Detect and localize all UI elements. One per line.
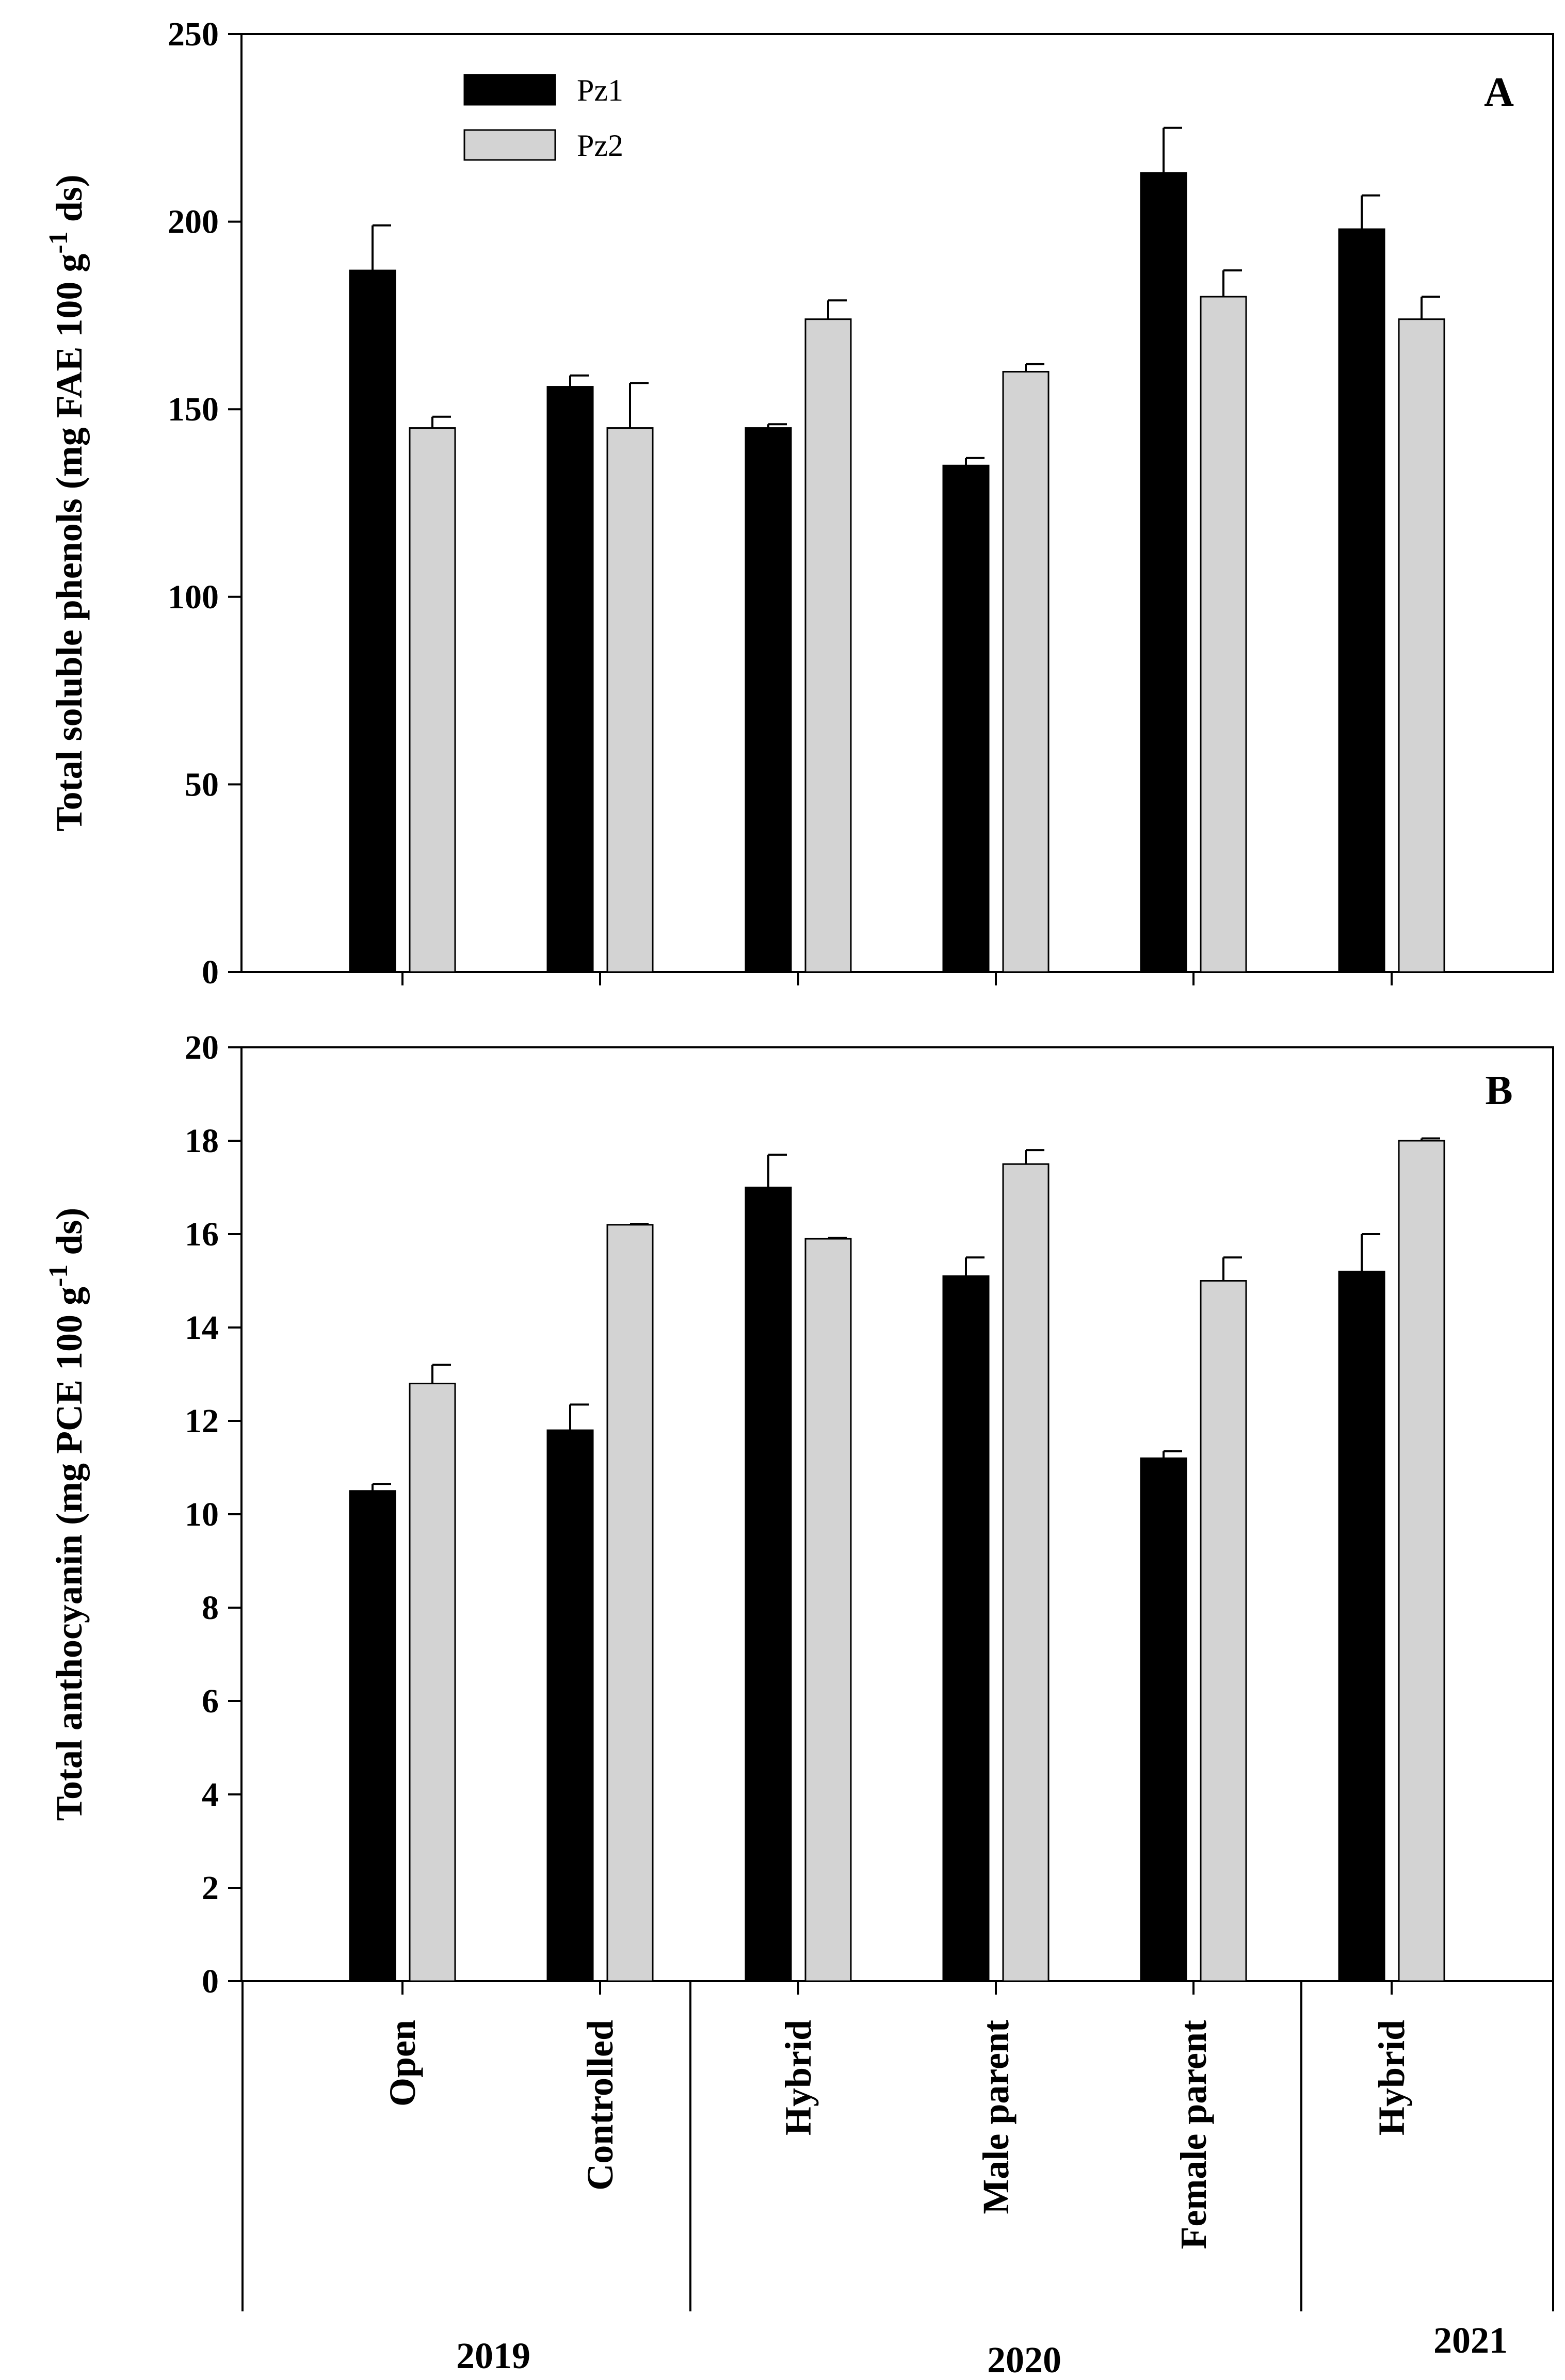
bar-pz1-2 [546,1429,594,1982]
bar-pz1-6 [1338,228,1385,973]
bar-pz1-3 [745,427,792,973]
year-label-2021: 2021 [1433,2320,1508,2361]
category-label: Hybrid [1371,2020,1412,2135]
bar-pz2-1 [409,427,456,973]
bar-pz2-2 [606,427,654,973]
panel-b: 0 2 4 6 8 10 12 14 16 18 20 Total anthocyanin (mg P… [44,1029,1554,2000]
y-tick-label: 12 [185,1402,219,1440]
y-tick-label: 18 [185,1122,219,1160]
category-label: Female parent [1173,2020,1214,2249]
bar-pz2-4 [1002,370,1050,973]
bar-pz2-2 [606,1224,654,1982]
year-label-2019: 2019 [456,2335,530,2376]
bar-pz1-5 [1140,1457,1187,1982]
legend-label-pz1: Pz1 [577,73,623,107]
y-tick-label: 14 [185,1309,219,1347]
y-tick-label: 50 [185,766,219,803]
y-axis-title-main: Total anthocyanin (mg PCE 100 g [49,1287,90,1821]
y-tick-label: 0 [202,953,219,991]
category-table: Open Controlled Hybrid Male parent Female pa… [241,1981,1554,2380]
y-axis-title-unit: ds) [49,174,90,231]
y-axis-title-main: Total soluble phenols (mg FAE 100 g [49,254,90,832]
category-label: Controlled [579,2020,621,2191]
bar-pz2-6 [1398,318,1445,973]
y-axis-title: Total soluble phenols (mg FAE 100 g-1 ds… [44,174,90,832]
category-label: Hybrid [778,2020,819,2135]
bar-pz1-2 [546,386,594,973]
y-tick-label: 200 [168,203,219,241]
y-axis-title: Total anthocyanin (mg PCE 100 g-1 ds) [44,1208,90,1821]
year-label-2020: 2020 [987,2339,1061,2380]
bar-pz2-5 [1200,1280,1247,1982]
bar-pz1-1 [349,1490,396,1982]
y-tick-label: 4 [202,1776,219,1814]
legend: Pz1 Pz2 [463,73,623,163]
y-tick-label: 100 [168,578,219,616]
y-tick-label: 6 [202,1682,219,1720]
legend-swatch-pz2 [463,129,556,161]
panel-letter: B [1485,1068,1512,1113]
y-tick-label: 2 [202,1869,219,1907]
legend-label-pz2: Pz2 [577,128,623,163]
y-axis-title-unit: ds) [49,1208,90,1265]
y-tick-label: 250 [168,15,219,53]
bar-pz1-5 [1140,172,1187,973]
bar-pz1-4 [942,464,990,973]
bar-pz2-3 [804,318,852,973]
panel-a: 0 50 100 150 200 250 Total soluble phenols (mg… [44,15,1554,991]
y-tick-label: 20 [185,1029,219,1066]
y-tick-label: 150 [168,391,219,428]
bar-pz2-6 [1398,1140,1445,1982]
panel-letter: A [1484,70,1514,115]
y-axis-title-superscript: -1 [44,1265,73,1287]
bar-pz2-4 [1002,1163,1050,1982]
legend-swatch-pz1 [463,74,556,106]
y-tick-label: 16 [185,1216,219,1253]
category-label: Open [382,2020,423,2107]
bar-pz2-1 [409,1383,456,1982]
plot-frame [240,33,1554,973]
category-label: Male parent [975,2020,1017,2214]
y-tick-label: 8 [202,1589,219,1627]
bar-pz1-1 [349,269,396,973]
bar-pz1-3 [745,1187,792,1982]
y-axis-title-superscript: -1 [44,231,73,253]
y-tick-label: 10 [185,1496,219,1533]
bar-pz1-6 [1338,1270,1385,1982]
bar-pz2-5 [1200,296,1247,973]
bar-pz2-3 [804,1238,852,1982]
y-tick-label: 0 [202,1963,219,2000]
bar-pz1-4 [942,1275,990,1982]
